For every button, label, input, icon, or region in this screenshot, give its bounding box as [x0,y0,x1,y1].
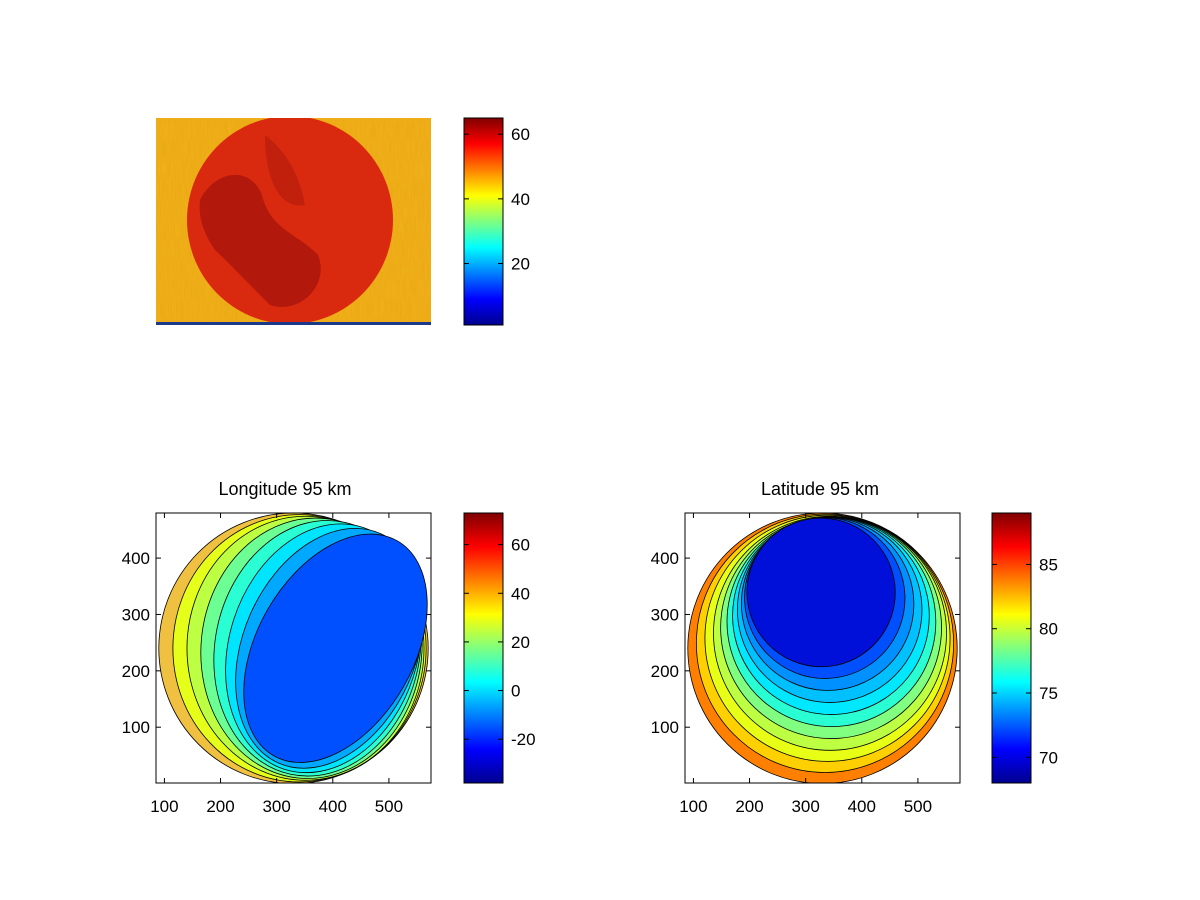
image-bottom-strip [156,322,431,325]
latitude-axis-ticks: 100 200 300 400 500 100 200 300 400 [651,513,960,816]
x-tick-label: 500 [904,797,932,816]
latitude-title: Latitude 95 km [761,479,879,499]
x-tick-label: 200 [735,797,763,816]
colorbar-gradient [463,117,504,326]
longitude-filled-regions [158,513,429,783]
image-dark-feature [199,174,321,307]
image-panel [156,118,431,325]
colorbar-gradient [463,512,504,784]
colorbar-tick-label: -20 [511,730,536,749]
image-dark-limb [265,135,305,206]
longitude-title: Longitude 95 km [218,479,351,499]
y-tick-label: 400 [651,549,679,568]
latitude-filled-regions [687,513,958,783]
colorbar-tick-label: 20 [511,255,530,274]
y-tick-label: 300 [122,605,150,624]
colorbar-tick-label: 70 [1039,748,1058,767]
colorbar-tick-label: 85 [1039,555,1058,574]
latitude-panel: Latitude 95 km 100 200 300 400 500 100 200 300 4… [651,479,961,816]
y-tick-label: 100 [122,718,150,737]
x-tick-label: 300 [262,797,290,816]
colorbar-tick-label: 80 [1039,620,1058,639]
contour-region [746,517,896,668]
latitude-axes-frame [684,512,961,784]
colorbar-gradient [991,512,1032,784]
image-colorbar: 20 40 60 [463,117,530,326]
x-tick-label: 100 [150,797,178,816]
colorbar-tick-label: 0 [511,682,520,701]
x-tick-label: 400 [848,797,876,816]
longitude-colorbar: -20 0 20 40 60 [463,512,536,784]
x-tick-label: 400 [319,797,347,816]
colorbar-tick-label: 60 [511,536,530,555]
y-tick-label: 100 [651,718,679,737]
x-tick-label: 300 [791,797,819,816]
y-tick-label: 400 [122,549,150,568]
colorbar-tick-label: 40 [511,584,530,603]
contour-region [243,533,428,763]
y-tick-label: 200 [651,662,679,681]
colorbar-tick-label: 75 [1039,684,1058,703]
y-tick-label: 200 [122,662,150,681]
x-tick-label: 500 [375,797,403,816]
latitude-colorbar: 70 75 80 85 [991,512,1058,784]
x-tick-label: 200 [206,797,234,816]
longitude-panel: Longitude 95 km 100 200 300 400 500 100 200 300… [122,479,432,816]
longitude-axis-ticks: 100 200 300 400 500 100 200 300 400 [122,513,431,816]
x-tick-label: 100 [679,797,707,816]
colorbar-tick-label: 60 [511,125,530,144]
longitude-axes-frame [155,512,432,784]
colorbar-tick-label: 20 [511,633,530,652]
colorbar-tick-label: 40 [511,190,530,209]
y-tick-label: 300 [651,605,679,624]
